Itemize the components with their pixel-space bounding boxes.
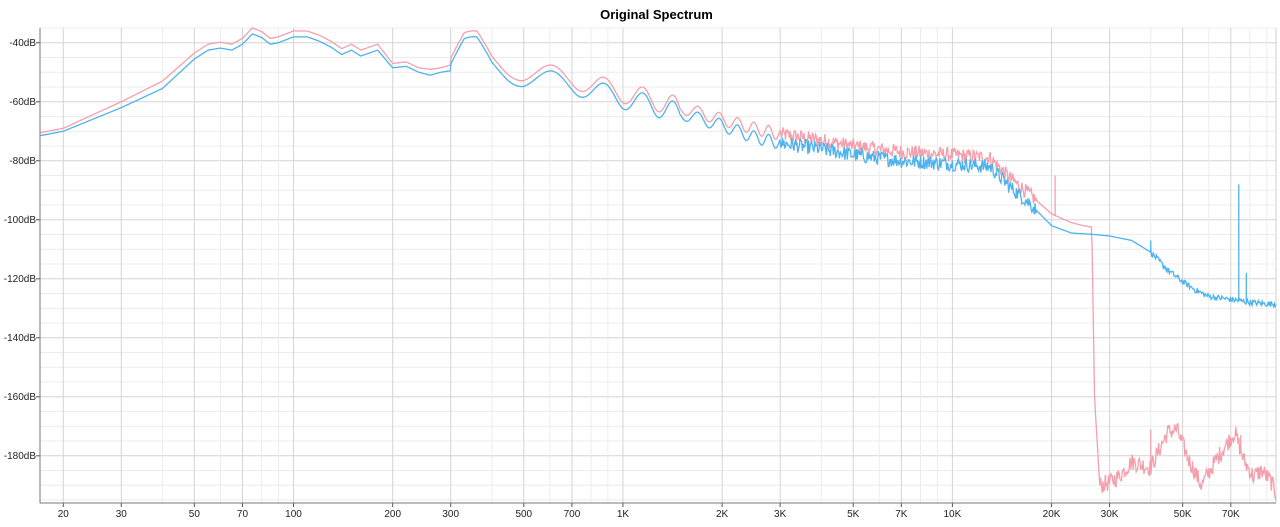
tick-labels: -40dB -60dB -80dB -100dB -120dB -140dB -160dB -… xyxy=(4,38,1240,520)
x-tick-label: 20K xyxy=(1043,509,1061,520)
x-tick-label: 10K xyxy=(944,509,962,520)
x-tick-label: 50 xyxy=(189,509,201,520)
y-tick-label: -160dB xyxy=(4,392,37,403)
y-tick-label: -140dB xyxy=(4,333,37,344)
series-group xyxy=(39,27,1277,501)
x-tick-label: 5K xyxy=(847,509,860,520)
series-line-1 xyxy=(39,33,1277,310)
x-tick-label: 30K xyxy=(1101,509,1119,520)
y-tick-label: -180dB xyxy=(4,451,37,462)
y-tick-label: -60dB xyxy=(9,97,36,108)
axes xyxy=(36,28,1276,507)
x-tick-label: 70 xyxy=(237,509,249,520)
x-tick-label: 7K xyxy=(895,509,908,520)
chart-title: Original Spectrum xyxy=(600,7,713,22)
y-tick-label: -80dB xyxy=(9,156,36,167)
x-tick-label: 200 xyxy=(384,509,401,520)
x-tick-label: 30 xyxy=(116,509,128,520)
x-tick-label: 20 xyxy=(58,509,70,520)
x-tick-label: 300 xyxy=(442,509,459,520)
x-tick-label: 2K xyxy=(716,509,729,520)
y-tick-label: -120dB xyxy=(4,274,37,285)
grid-lines xyxy=(39,27,1277,504)
x-tick-label: 3K xyxy=(774,509,787,520)
x-tick-label: 70K xyxy=(1222,509,1240,520)
y-tick-label: -100dB xyxy=(4,215,37,226)
x-tick-label: 700 xyxy=(564,509,581,520)
series-line-0 xyxy=(39,27,1277,501)
x-tick-label: 500 xyxy=(515,509,532,520)
plot-area xyxy=(39,27,1277,504)
x-tick-label: 1K xyxy=(617,509,630,520)
x-tick-label: 100 xyxy=(285,509,302,520)
x-tick-label: 50K xyxy=(1174,509,1192,520)
y-tick-label: -40dB xyxy=(9,38,36,49)
